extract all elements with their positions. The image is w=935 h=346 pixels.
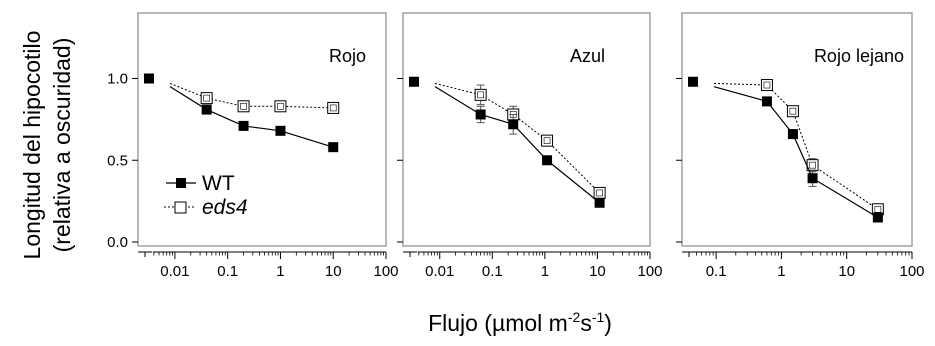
x-axis-title: Flujo (µmol m-2s-1) (428, 309, 612, 336)
data-point-inner-eds4 (874, 206, 882, 213)
dark-control-point (409, 76, 419, 87)
data-point-wt (807, 173, 818, 184)
x-axis-title-close: ) (604, 310, 612, 336)
data-point-wt (872, 212, 883, 223)
x-tick-label: 0.01 (425, 263, 454, 280)
legend-eds4-label: eds4 (202, 196, 248, 219)
data-point-wt (761, 96, 772, 107)
x-tick-label: 0.01 (160, 263, 189, 280)
y-axis-title-line1: Longitud del hipocotilo (19, 31, 45, 260)
x-tick-label: 0.1 (706, 263, 727, 280)
data-point-inner-eds4 (329, 104, 337, 112)
x-tick-label: 10 (325, 263, 342, 280)
data-point-eds4 (593, 186, 606, 199)
y-tick-label: 1.0 (107, 71, 128, 88)
data-point-wt (594, 197, 605, 208)
data-point-wt (508, 119, 519, 130)
data-point-wt (787, 129, 798, 140)
data-point-inner-eds4 (277, 102, 284, 110)
data-point-eds4 (760, 79, 773, 92)
panel-title-rojo: Rojo (329, 46, 366, 66)
x-tick-label: 10 (589, 263, 606, 280)
data-point-eds4 (200, 92, 213, 105)
y-axis-title-line2: (relativa a oscuridad) (49, 38, 75, 253)
panel-azul: 0.01 0.1 1 10 100 Azul (397, 12, 663, 280)
x-tick-label: 1 (777, 263, 785, 280)
data-point-inner-eds4 (203, 94, 210, 102)
x-tick-label: 10 (838, 263, 855, 280)
data-point-eds4 (474, 88, 487, 101)
panel-frame (681, 12, 913, 247)
dark-control-point (144, 73, 154, 84)
legend-wt-marker (176, 178, 186, 188)
data-point-eds4 (541, 134, 554, 147)
panel-rojo-lejano: 0.1 1 10 100 Rojo lejano (676, 12, 925, 280)
x-tick-label: 100 (899, 263, 924, 280)
series-line-eds4 (169, 82, 334, 109)
x-axis-title-main: Flujo ( (428, 310, 492, 336)
data-point-inner-eds4 (763, 81, 771, 89)
panel-rojo: 0.0 0.5 1.0 0.01 0.1 1 10 100 Rojo (107, 12, 399, 280)
data-point-eds4 (327, 101, 340, 114)
series-line-eds4 (434, 82, 600, 194)
data-point-eds4 (786, 105, 799, 118)
data-point-eds4 (274, 100, 287, 113)
x-tick-label: 100 (373, 263, 398, 280)
data-point-wt (275, 125, 286, 136)
data-point-inner-eds4 (789, 107, 797, 115)
data-point-inner-eds4 (596, 189, 603, 197)
panel-frame (402, 12, 651, 247)
y-tick-label: 0.0 (107, 234, 128, 251)
series-line-wt (434, 86, 600, 204)
x-axis-title-sup1: -2 (568, 309, 581, 325)
legend-wt-label: WT (202, 172, 235, 195)
data-point-wt (475, 109, 486, 120)
x-tick-label: 1 (541, 263, 549, 280)
x-tick-label: 0.1 (482, 263, 503, 280)
x-axis-title-sup2: -1 (592, 309, 605, 325)
panel-frame (137, 12, 387, 247)
data-point-wt (542, 155, 553, 166)
x-tick-label: 100 (637, 263, 662, 280)
x-axis-title-mu: µ (492, 310, 505, 336)
y-tick-label: 0.5 (107, 152, 128, 169)
x-axis-title-s: s (580, 310, 592, 336)
data-point-eds4 (237, 100, 250, 113)
data-point-inner-eds4 (809, 161, 816, 169)
data-point-wt (328, 142, 339, 153)
panel-title-rojo-lejano: Rojo lejano (814, 46, 904, 66)
series-line-wt (169, 86, 334, 148)
dark-control-point (688, 76, 698, 87)
data-point-inner-eds4 (477, 91, 484, 99)
legend-eds4-marker (174, 201, 187, 214)
legend: WT eds4 (164, 172, 248, 219)
panel-title-azul: Azul (570, 46, 605, 66)
x-tick-label: 1 (276, 263, 284, 280)
data-point-inner-eds4 (543, 137, 551, 144)
data-point-inner-eds4 (240, 102, 247, 110)
x-tick-label: 0.1 (217, 263, 238, 280)
x-axis-title-unit: mol m (505, 310, 568, 336)
data-point-wt (201, 104, 212, 115)
data-point-wt (238, 120, 249, 131)
series-line-eds4 (713, 82, 879, 210)
